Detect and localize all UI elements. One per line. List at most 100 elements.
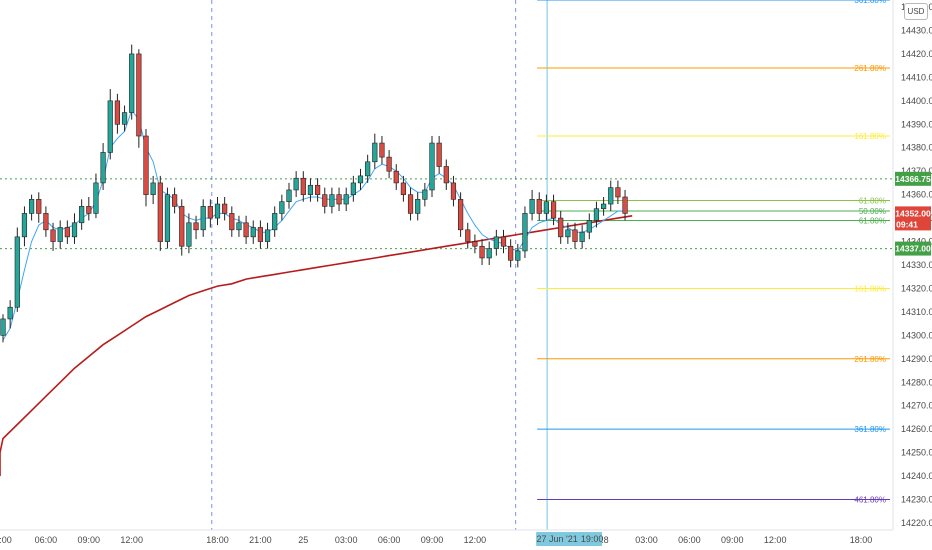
time-axis-label: 3:00 bbox=[0, 535, 12, 545]
candle bbox=[36, 192, 42, 223]
candle-body bbox=[586, 220, 592, 233]
candle bbox=[43, 206, 49, 237]
ema-slow-line bbox=[0, 215, 633, 477]
currency-badge[interactable]: USD bbox=[904, 3, 928, 20]
candle-body bbox=[400, 182, 407, 195]
time-axis[interactable]: 3:00 06:00 09:00 12:00 18:00 21:00 25 03:00 06:0… bbox=[0, 529, 893, 550]
candle-body bbox=[350, 182, 356, 195]
candle bbox=[157, 175, 163, 251]
cursor-date-tag bbox=[536, 532, 603, 546]
candle-body bbox=[486, 248, 492, 259]
candle bbox=[600, 196, 607, 216]
candle-body bbox=[172, 194, 178, 207]
candle bbox=[543, 194, 549, 221]
fib-level-label: 61.80% bbox=[859, 216, 886, 225]
time-axis-label: 12:00 bbox=[764, 535, 787, 545]
time-axis-label: 06:00 bbox=[678, 535, 701, 545]
candle bbox=[457, 192, 464, 237]
fib-level-label: 161.80% bbox=[854, 132, 886, 141]
price-axis-label: 14310.00 bbox=[901, 307, 932, 317]
candle-body bbox=[179, 206, 185, 247]
candle-body bbox=[472, 241, 478, 247]
candle-body bbox=[608, 187, 614, 205]
candle bbox=[322, 187, 328, 214]
candle-body bbox=[186, 222, 192, 247]
price-axis-label: 14360.00 bbox=[901, 190, 932, 200]
candle-body bbox=[50, 229, 56, 242]
candle-body bbox=[79, 206, 85, 224]
candle-body bbox=[7, 306, 13, 320]
price-axis-label: 14280.00 bbox=[901, 377, 932, 387]
session-separators bbox=[211, 0, 548, 530]
candle-body bbox=[100, 152, 106, 184]
price-axis-label: 14390.00 bbox=[901, 119, 932, 129]
cursor-date-label: 27 Jun '21 bbox=[536, 534, 577, 544]
candle bbox=[172, 187, 178, 214]
fibonacci-extension[interactable]: 361.80% 261.80% 161.80% 61.80%50.00%61.80% 1… bbox=[537, 0, 890, 505]
candle-body bbox=[229, 213, 235, 231]
candle bbox=[293, 171, 299, 197]
candle-body bbox=[250, 227, 256, 238]
candle-body bbox=[443, 166, 449, 184]
candle bbox=[222, 196, 228, 221]
price-axis-label: 14240.00 bbox=[901, 471, 932, 481]
price-axis[interactable]: 14440.0014430.0014420.0014410.0014400.00… bbox=[892, 0, 932, 550]
candle bbox=[286, 182, 292, 209]
fib-level-label: 161.80% bbox=[854, 284, 886, 293]
price-axis-label: 14370.00 bbox=[901, 166, 932, 176]
last-price-label: 14352.00 bbox=[895, 208, 931, 218]
candle-body bbox=[293, 177, 299, 191]
candle bbox=[257, 220, 264, 249]
candle bbox=[386, 150, 392, 179]
candle bbox=[93, 173, 99, 219]
candle bbox=[400, 175, 407, 202]
time-axis-label: 09:00 bbox=[78, 535, 101, 545]
candle-body bbox=[457, 199, 464, 231]
ema-fast-line bbox=[2, 109, 626, 341]
time-axis-background bbox=[0, 530, 893, 550]
candle bbox=[558, 211, 564, 244]
candle-body bbox=[529, 199, 535, 214]
candle bbox=[415, 192, 421, 221]
price-axis-label: 14410.00 bbox=[901, 72, 932, 82]
candle-body bbox=[71, 222, 78, 238]
time-axis-label: 06:00 bbox=[35, 535, 58, 545]
candle-body bbox=[207, 206, 213, 219]
candle-body bbox=[143, 135, 149, 195]
candle-body bbox=[107, 100, 113, 153]
candle-body bbox=[43, 213, 49, 231]
candle bbox=[493, 229, 499, 256]
candle-body bbox=[193, 222, 199, 231]
candle-body bbox=[336, 194, 342, 205]
candle-body bbox=[429, 142, 435, 191]
candle-body bbox=[450, 182, 457, 200]
level-price-tag bbox=[895, 171, 931, 186]
candle bbox=[300, 171, 306, 202]
candle bbox=[479, 239, 485, 265]
candle-body bbox=[422, 189, 428, 200]
fib-level-label: 61.80% bbox=[859, 197, 886, 206]
candle-body bbox=[272, 213, 278, 231]
candle bbox=[357, 168, 364, 190]
price-axis-label: 14270.00 bbox=[901, 401, 932, 411]
candle bbox=[236, 215, 242, 237]
candle bbox=[200, 199, 206, 237]
candle-body bbox=[343, 194, 349, 205]
candle bbox=[107, 89, 113, 160]
candle bbox=[186, 213, 192, 254]
price-axis-label: 14340.00 bbox=[901, 237, 932, 247]
time-axis-label: 28 bbox=[599, 535, 609, 545]
candle bbox=[343, 187, 349, 212]
candle-body bbox=[86, 206, 92, 214]
candle bbox=[250, 220, 256, 244]
time-axis-label: 25 bbox=[298, 535, 308, 545]
time-axis-label: 09:00 bbox=[421, 535, 444, 545]
candle-body bbox=[57, 227, 63, 242]
candle-body bbox=[93, 182, 99, 214]
level-price-tag bbox=[895, 241, 931, 256]
candle bbox=[279, 194, 285, 221]
fib-level-label: 461.80% bbox=[854, 496, 886, 505]
candle-body bbox=[558, 217, 564, 238]
candle bbox=[100, 143, 106, 190]
